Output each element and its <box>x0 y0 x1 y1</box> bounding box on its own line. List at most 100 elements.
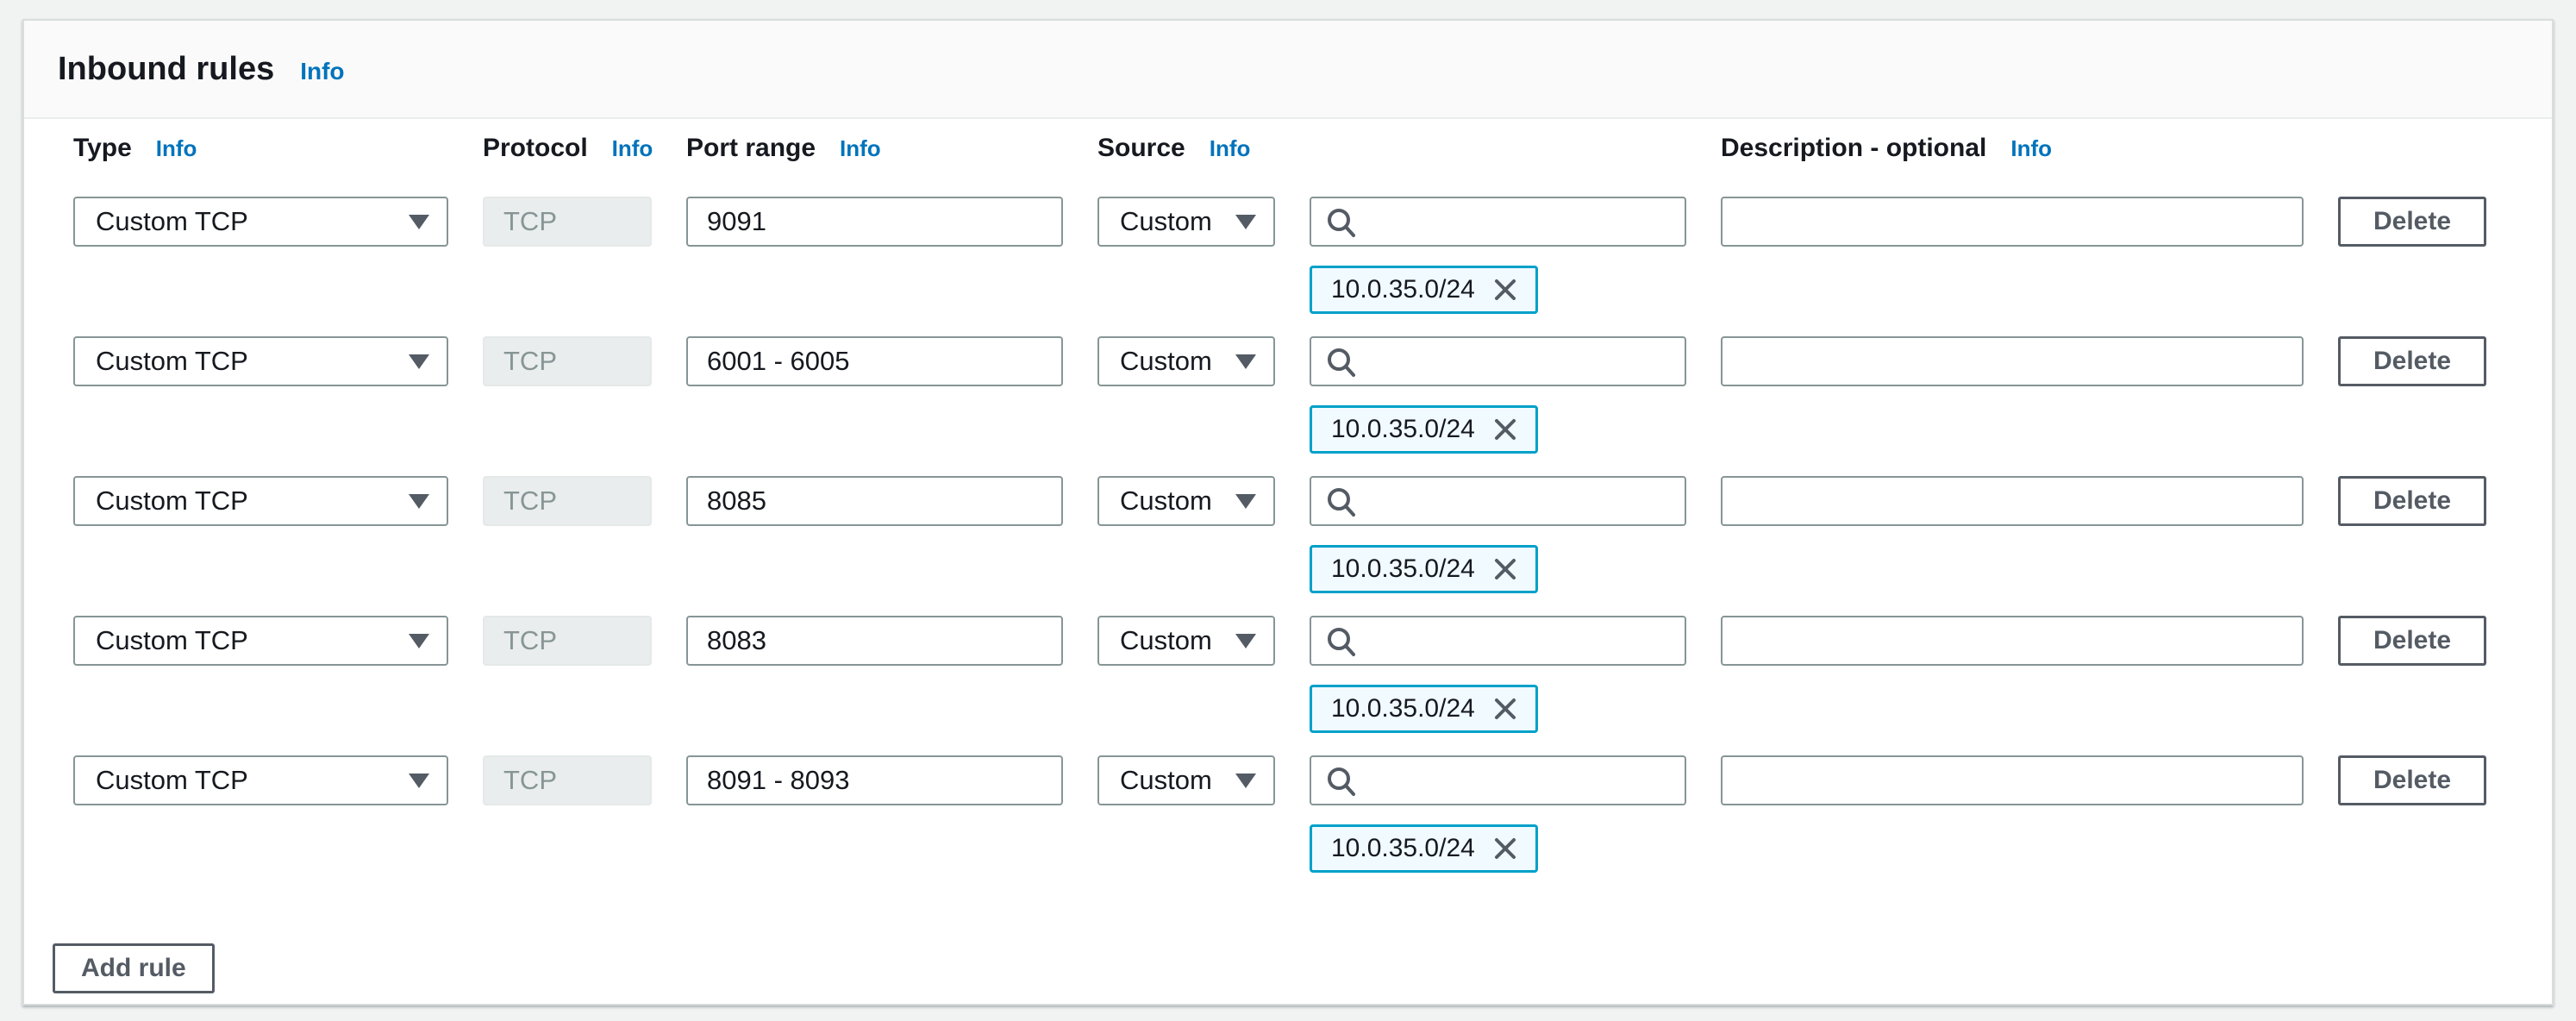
chevron-down-icon <box>1235 354 1256 369</box>
port-range-label: Port range <box>686 134 816 162</box>
port-range-input[interactable] <box>686 336 1063 386</box>
source-type-select[interactable]: Custom <box>1097 197 1275 247</box>
description-info-link[interactable]: Info <box>2010 135 2052 161</box>
protocol-value: TCP <box>503 625 557 655</box>
column-header-source: Source Info <box>1097 133 1275 164</box>
source-token: 10.0.35.0/24 <box>1310 685 1538 733</box>
inbound-rules-panel: Inbound rules Info Type Info Protocol In… <box>22 19 2554 1005</box>
chevron-down-icon <box>409 493 429 509</box>
protocol-label: Protocol <box>483 134 588 162</box>
type-select-value: Custom TCP <box>96 485 248 516</box>
type-select[interactable]: Custom TCP <box>73 616 448 666</box>
delete-rule-button[interactable]: Delete <box>2338 755 2486 805</box>
rules-editor: Type Info Protocol Info Port range Info … <box>24 119 2552 993</box>
protocol-field: TCP <box>483 616 652 666</box>
description-input[interactable] <box>1721 476 2304 526</box>
source-type-select[interactable]: Custom <box>1097 476 1275 526</box>
rule-row: Custom TCP TCP Custom <box>53 755 2552 873</box>
description-input[interactable] <box>1721 616 2304 666</box>
chevron-down-icon <box>1235 493 1256 509</box>
source-token-value: 10.0.35.0/24 <box>1331 834 1475 862</box>
type-select-value: Custom TCP <box>96 765 248 795</box>
source-type-select[interactable]: Custom <box>1097 616 1275 666</box>
type-select[interactable]: Custom TCP <box>73 336 448 386</box>
type-select[interactable]: Custom TCP <box>73 755 448 805</box>
port-range-info-link[interactable]: Info <box>840 135 881 161</box>
dismiss-icon[interactable] <box>1491 694 1520 723</box>
source-search-input[interactable] <box>1310 336 1686 386</box>
protocol-field: TCP <box>483 336 652 386</box>
type-info-link[interactable]: Info <box>155 135 197 161</box>
delete-rule-button[interactable]: Delete <box>2338 616 2486 666</box>
source-label: Source <box>1097 134 1185 162</box>
port-range-input[interactable] <box>686 616 1063 666</box>
source-token: 10.0.35.0/24 <box>1310 266 1538 314</box>
description-input[interactable] <box>1721 755 2304 805</box>
source-search-input[interactable] <box>1310 197 1686 247</box>
source-token: 10.0.35.0/24 <box>1310 405 1538 454</box>
dismiss-icon[interactable] <box>1491 415 1520 444</box>
column-header-port-range: Port range Info <box>686 133 1063 164</box>
port-range-input[interactable] <box>686 476 1063 526</box>
column-headers: Type Info Protocol Info Port range Info … <box>53 133 2552 164</box>
rule-row: Custom TCP TCP Custom <box>53 616 2552 733</box>
dismiss-icon[interactable] <box>1491 275 1520 304</box>
add-rule-button[interactable]: Add rule <box>53 943 215 993</box>
source-type-select[interactable]: Custom <box>1097 336 1275 386</box>
type-select-value: Custom TCP <box>96 346 248 376</box>
type-select-value: Custom TCP <box>96 625 248 655</box>
source-token: 10.0.35.0/24 <box>1310 824 1538 873</box>
protocol-value: TCP <box>503 485 557 516</box>
source-token-value: 10.0.35.0/24 <box>1331 694 1475 723</box>
description-label: Description - optional <box>1721 134 1987 162</box>
source-type-value: Custom <box>1120 765 1212 795</box>
column-header-description: Description - optional Info <box>1721 133 2304 164</box>
column-header-protocol: Protocol Info <box>483 133 653 164</box>
chevron-down-icon <box>409 633 429 648</box>
delete-rule-button[interactable]: Delete <box>2338 476 2486 526</box>
source-info-link[interactable]: Info <box>1209 135 1251 161</box>
delete-rule-button[interactable]: Delete <box>2338 197 2486 247</box>
type-select[interactable]: Custom TCP <box>73 197 448 247</box>
source-token-value: 10.0.35.0/24 <box>1331 415 1475 443</box>
inbound-rules-info-link[interactable]: Info <box>300 58 345 85</box>
chevron-down-icon <box>1235 214 1256 229</box>
chevron-down-icon <box>409 354 429 369</box>
dismiss-icon[interactable] <box>1491 554 1520 584</box>
source-type-value: Custom <box>1120 346 1212 376</box>
source-type-select[interactable]: Custom <box>1097 755 1275 805</box>
type-select[interactable]: Custom TCP <box>73 476 448 526</box>
description-input[interactable] <box>1721 336 2304 386</box>
port-range-input[interactable] <box>686 755 1063 805</box>
source-type-value: Custom <box>1120 206 1212 236</box>
chevron-down-icon <box>409 214 429 229</box>
source-token: 10.0.35.0/24 <box>1310 545 1538 593</box>
panel-header: Inbound rules Info <box>24 21 2552 119</box>
source-search-input[interactable] <box>1310 616 1686 666</box>
rule-row: Custom TCP TCP Custom <box>53 476 2552 593</box>
source-token-value: 10.0.35.0/24 <box>1331 275 1475 304</box>
source-search-input[interactable] <box>1310 476 1686 526</box>
column-header-type: Type Info <box>73 133 448 164</box>
protocol-info-link[interactable]: Info <box>611 135 653 161</box>
chevron-down-icon <box>1235 633 1256 648</box>
rule-row: Custom TCP TCP Custom <box>53 336 2552 454</box>
source-search-input[interactable] <box>1310 755 1686 805</box>
description-input[interactable] <box>1721 197 2304 247</box>
protocol-value: TCP <box>503 206 557 236</box>
type-select-value: Custom TCP <box>96 206 248 236</box>
delete-rule-button[interactable]: Delete <box>2338 336 2486 386</box>
protocol-field: TCP <box>483 476 652 526</box>
protocol-field: TCP <box>483 197 652 247</box>
protocol-value: TCP <box>503 346 557 376</box>
source-type-value: Custom <box>1120 625 1212 655</box>
protocol-field: TCP <box>483 755 652 805</box>
page-title: Inbound rules <box>58 50 275 87</box>
type-label: Type <box>73 134 132 162</box>
source-type-value: Custom <box>1120 485 1212 516</box>
protocol-value: TCP <box>503 765 557 795</box>
dismiss-icon[interactable] <box>1491 834 1520 863</box>
chevron-down-icon <box>1235 773 1256 788</box>
port-range-input[interactable] <box>686 197 1063 247</box>
rule-row: Custom TCP TCP Custom <box>53 197 2552 314</box>
